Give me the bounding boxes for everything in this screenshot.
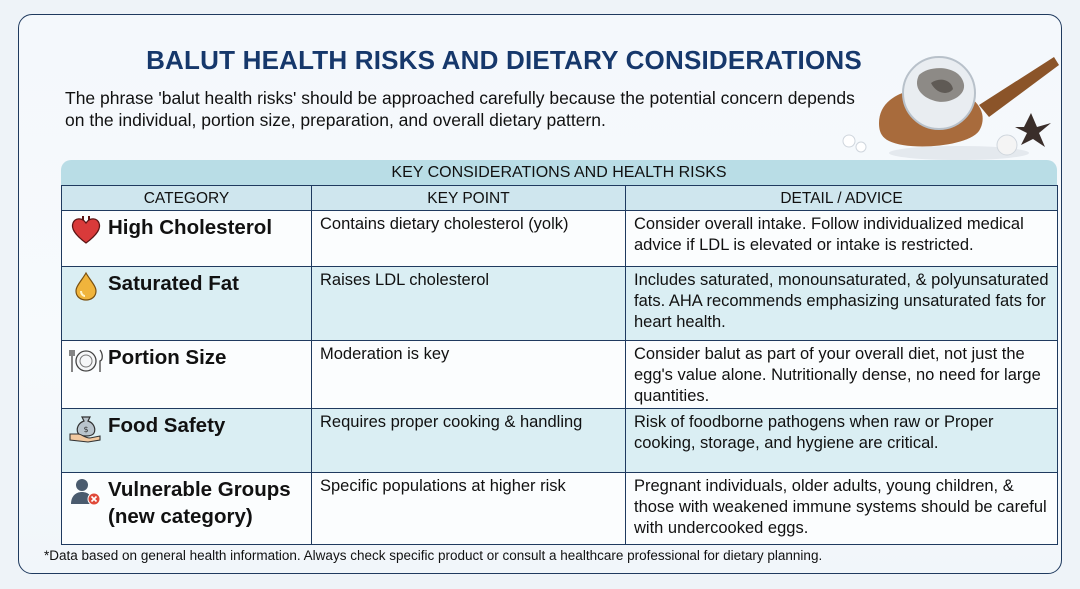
category-label: Vulnerable Groups (new category) bbox=[108, 478, 291, 528]
category-label: Food Safety bbox=[108, 414, 226, 437]
detail-cell: Includes saturated, monounsaturated, & p… bbox=[625, 266, 1058, 341]
footnote: *Data based on general health informatio… bbox=[44, 548, 823, 563]
category-label: Saturated Fat bbox=[108, 272, 239, 295]
key-point-cell: Contains dietary cholesterol (yolk) bbox=[311, 210, 626, 267]
infographic-card: BALUT HEALTH RISKS AND DIETARY CONSIDERA… bbox=[18, 14, 1062, 574]
detail-cell: Consider overall intake. Follow individu… bbox=[625, 210, 1058, 267]
table-heading: KEY CONSIDERATIONS AND HEALTH RISKS bbox=[61, 160, 1057, 185]
table-row: Saturated Fat Raises LDL cholesterol Inc… bbox=[61, 266, 1058, 341]
column-header-detail: DETAIL / ADVICE bbox=[625, 185, 1058, 211]
category-label: High Cholesterol bbox=[108, 216, 273, 239]
detail-cell: Pregnant individuals, older adults, youn… bbox=[625, 472, 1058, 545]
column-header-key-point: KEY POINT bbox=[311, 185, 626, 211]
intro-text: The phrase 'balut health risks' should b… bbox=[65, 88, 855, 130]
column-header-category: CATEGORY bbox=[61, 185, 312, 211]
oil-drop-icon bbox=[75, 271, 97, 301]
food-safety-icon: $ bbox=[69, 416, 101, 443]
category-label: Portion Size bbox=[108, 346, 227, 369]
table-row: $ Food Safety Requires proper cooking & … bbox=[61, 408, 1058, 473]
table-header-row: CATEGORY KEY POINT DETAIL / ADVICE bbox=[61, 185, 1058, 211]
detail-cell: Consider balut as part of your overall d… bbox=[625, 340, 1058, 409]
category-cell: Saturated Fat bbox=[61, 266, 312, 341]
table-row: Vulnerable Groups (new category) Specifi… bbox=[61, 472, 1058, 545]
key-point-cell: Moderation is key bbox=[311, 340, 626, 409]
key-point-cell: Requires proper cooking & handling bbox=[311, 408, 626, 473]
category-cell: $ Food Safety bbox=[61, 408, 312, 473]
plate-utensils-icon bbox=[69, 349, 103, 372]
table-row: Portion Size Moderation is key Consider … bbox=[61, 340, 1058, 409]
svg-text:$: $ bbox=[83, 425, 88, 434]
table-row: High Cholesterol Contains dietary choles… bbox=[61, 210, 1058, 267]
category-cell: High Cholesterol bbox=[61, 210, 312, 267]
key-point-cell: Specific populations at higher risk bbox=[311, 472, 626, 545]
heart-icon bbox=[71, 216, 101, 244]
considerations-table: KEY CONSIDERATIONS AND HEALTH RISKS CATE… bbox=[61, 160, 1058, 545]
risk-table: CATEGORY KEY POINT DETAIL / ADVICE High … bbox=[61, 185, 1058, 545]
balut-spoon-illustration bbox=[842, 56, 1059, 160]
category-cell: Portion Size bbox=[61, 340, 312, 409]
page-title: BALUT HEALTH RISKS AND DIETARY CONSIDERA… bbox=[146, 45, 862, 75]
detail-cell: Risk of foodborne pathogens when raw or … bbox=[625, 408, 1058, 473]
key-point-cell: Raises LDL cholesterol bbox=[311, 266, 626, 341]
person-alert-icon bbox=[71, 479, 101, 506]
category-cell: Vulnerable Groups (new category) bbox=[61, 472, 312, 545]
